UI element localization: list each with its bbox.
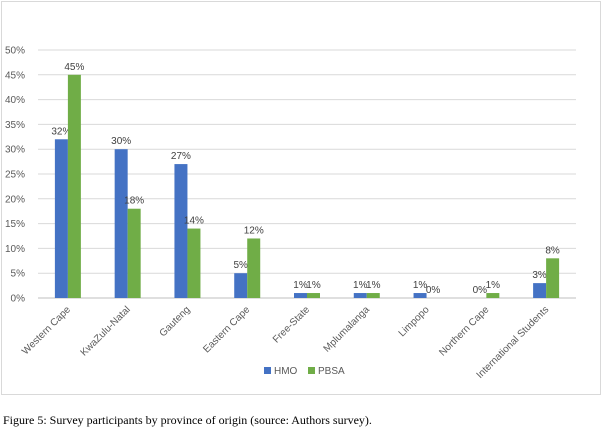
legend-label-pbsa: PBSA	[318, 366, 345, 377]
y-tick-label: 0%	[11, 294, 26, 305]
chart-frame	[1, 1, 601, 395]
y-tick-label: 30%	[5, 145, 25, 156]
bar-pbsa	[187, 228, 201, 298]
data-label: 1%	[413, 280, 428, 291]
legend-label-hmo: HMO	[274, 366, 298, 377]
bar-chart: 0% 5% 10% 15% 20% 25% 30% 35% 40% 45% 50% 32% 45% Wes…	[5, 46, 576, 381]
data-label: 0%	[473, 285, 488, 296]
legend-swatch-pbsa	[308, 367, 315, 374]
x-tick-label: Mplumalanga	[322, 304, 373, 355]
data-label: 1%	[293, 280, 308, 291]
bar-pbsa	[307, 293, 320, 298]
y-tick-label: 45%	[5, 70, 25, 81]
data-label: 12%	[244, 225, 264, 236]
bar-pbsa	[67, 74, 81, 298]
y-tick-label: 25%	[5, 170, 25, 181]
y-tick-label: 5%	[11, 269, 26, 280]
data-label: 1%	[353, 280, 368, 291]
data-label: 1%	[366, 280, 381, 291]
y-tick-label: 10%	[5, 244, 25, 255]
data-label: 30%	[111, 136, 131, 147]
bar-pbsa	[546, 258, 560, 298]
bar-hmo	[353, 293, 367, 298]
data-label: 18%	[124, 196, 144, 207]
bar-hmo	[174, 164, 188, 298]
x-tick-label: Eastern Cape	[201, 304, 252, 355]
data-label: 5%	[233, 260, 248, 271]
data-label: 1%	[486, 280, 501, 291]
bar-pbsa	[486, 293, 500, 298]
x-tick-label: Western Cape	[20, 304, 73, 357]
x-tick-label: Limpopo	[397, 304, 432, 339]
bar-hmo	[54, 139, 68, 298]
data-label: 0%	[426, 285, 441, 296]
data-label: 8%	[545, 245, 560, 256]
x-tick-label: Northern Cape	[437, 304, 491, 358]
bar-pbsa	[247, 238, 261, 298]
bar-pbsa	[366, 293, 380, 298]
data-label: 14%	[184, 216, 204, 227]
data-label: 32%	[51, 126, 71, 137]
bar-hmo	[533, 283, 547, 298]
data-label: 27%	[171, 151, 191, 162]
x-tick-label: Gauteng	[158, 304, 193, 339]
bar-hmo	[234, 273, 248, 298]
y-tick-label: 35%	[5, 120, 25, 131]
x-tick-label: KwaZulu-Natal	[79, 304, 133, 358]
data-label: 45%	[64, 62, 84, 73]
figure-caption: Figure 5: Survey participants by provinc…	[3, 413, 372, 427]
data-label: 1%	[306, 280, 321, 291]
y-tick-label: 15%	[5, 219, 25, 230]
y-tick-label: 20%	[5, 194, 25, 205]
bar-hmo	[114, 149, 128, 298]
data-label: 3%	[532, 270, 547, 281]
bar-hmo	[413, 293, 427, 298]
bar-hmo	[294, 293, 307, 298]
bar-pbsa	[127, 208, 141, 298]
legend-swatch-hmo	[264, 367, 271, 374]
y-tick-label: 40%	[5, 95, 25, 106]
x-tick-label: Free-State	[271, 304, 312, 345]
y-tick-label: 50%	[5, 46, 25, 57]
